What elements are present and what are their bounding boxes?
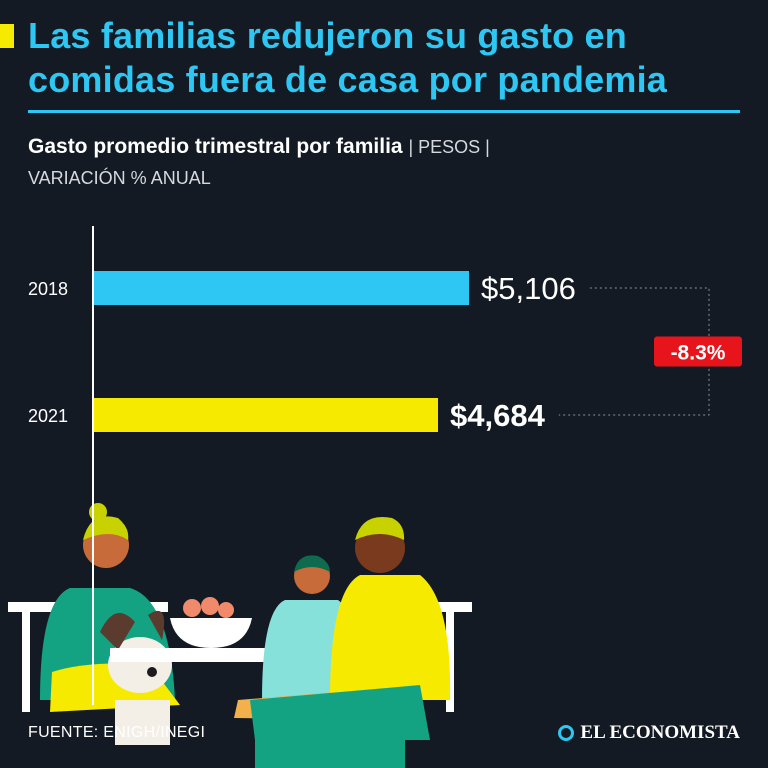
right-adult-torso: [330, 575, 451, 700]
brand-logo-icon: [558, 725, 575, 741]
fruit: [201, 597, 219, 615]
chart-subtitle: Gasto promedio trimestral por familia | …: [28, 134, 490, 160]
title-divider: [28, 110, 740, 113]
page-title: Las familias redujeron su gasto en comid…: [28, 15, 668, 100]
fruit-bowl: [170, 618, 252, 648]
fruit: [218, 602, 234, 618]
value-label-2021: $4,684: [450, 398, 546, 433]
dog-ear-left: [100, 613, 135, 650]
change-badge-label: -8.3%: [671, 342, 726, 365]
dog-nose: [147, 667, 157, 677]
dog-body: [115, 700, 170, 745]
source-note: FUENTE: ENIGH/INEGI: [28, 724, 206, 741]
subtitle-unit: | PESOS |: [408, 137, 490, 157]
family-dinner-illustration: [8, 503, 472, 768]
value-label-2018: $5,106: [481, 271, 576, 306]
brand-logo: EL ECONOMISTA: [558, 722, 740, 744]
child-hair: [294, 555, 330, 572]
left-adult-hair: [83, 516, 129, 540]
bar-2018: [94, 271, 469, 305]
change-badge: [654, 336, 742, 367]
change-connector: [558, 287, 710, 416]
category-label-2021: 2021: [28, 406, 68, 426]
right-adult-legs: [255, 720, 405, 768]
title-accent-bar: [0, 24, 14, 48]
dog-ear-right: [148, 610, 165, 640]
fruit: [183, 599, 201, 617]
subtitle-main: Gasto promedio trimestral por familia: [28, 135, 403, 158]
bar-2021: [94, 398, 439, 432]
right-chair-leg: [446, 612, 454, 712]
brand-name: EL ECONOMISTA: [580, 722, 740, 743]
chart-marks: 2018 $5,106 2021 $4,684 -8.3%: [28, 271, 742, 433]
subtitle-secondary: VARIACIÓN % ANUAL: [28, 168, 211, 188]
left-chair-leg: [22, 612, 30, 712]
right-adult-hair: [355, 516, 405, 540]
category-label-2018: 2018: [28, 279, 68, 299]
left-adult-hair-bun: [89, 503, 107, 521]
